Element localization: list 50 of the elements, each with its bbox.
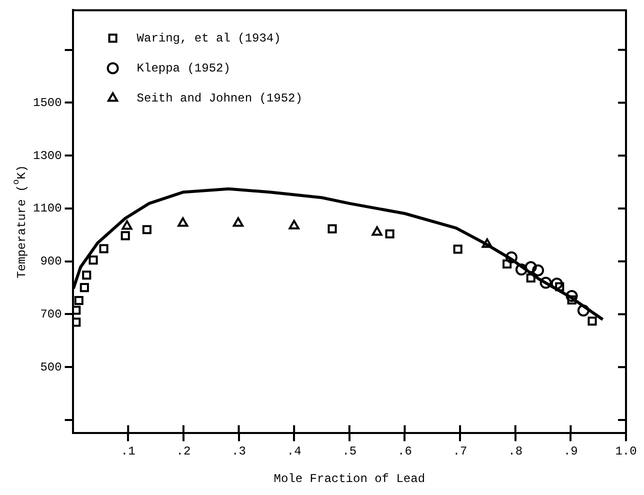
x-tick-label: .5: [342, 444, 357, 459]
legend-label: Waring, et al (1934): [136, 31, 281, 46]
y-tick-label: 900: [40, 254, 62, 269]
point: [122, 220, 132, 230]
y-tick-label: 500: [40, 360, 62, 374]
point: [80, 282, 89, 292]
x-tick-label: .7: [452, 444, 468, 459]
point: [120, 231, 130, 240]
point: [566, 290, 578, 302]
point: [502, 259, 512, 269]
y-tick-label: 1500: [32, 96, 62, 110]
x-tick-label: .2: [176, 444, 191, 459]
legend-label: Seith and Johnen (1952): [136, 91, 302, 106]
point: [99, 244, 108, 254]
x-tick-label: 1.0: [615, 444, 637, 459]
point: [372, 226, 382, 236]
y-tick-label: 700: [40, 307, 62, 322]
point: [178, 217, 188, 227]
point: [82, 270, 92, 280]
point: [524, 261, 537, 274]
point: [385, 229, 394, 238]
point: [550, 278, 563, 290]
x-tick-label: .8: [508, 444, 523, 459]
point: [540, 276, 552, 289]
point: [526, 273, 536, 283]
y-tick-label: 1100: [32, 202, 62, 216]
y-axis-title: Temperature (oK): [11, 164, 30, 278]
point: [328, 224, 337, 234]
x-tick-label: .4: [286, 444, 302, 459]
point: [453, 244, 462, 254]
point: [505, 251, 518, 264]
x-axis-title: Mole Fraction of Lead: [274, 472, 426, 486]
x-tick-label: .1: [120, 444, 136, 459]
point: [588, 316, 597, 326]
point: [88, 256, 98, 265]
point: [482, 238, 492, 248]
y-tick-label: 1300: [32, 148, 62, 163]
x-tick-label: .6: [398, 444, 412, 459]
point: [515, 264, 528, 276]
point: [567, 295, 576, 304]
point: [142, 225, 152, 234]
x-tick-label: .9: [563, 444, 578, 459]
legend-label: Kleppa (1952): [136, 61, 230, 76]
point: [532, 264, 544, 276]
point: [232, 217, 244, 227]
point: [74, 296, 84, 306]
point: [288, 220, 300, 230]
point: [577, 304, 590, 317]
point: [555, 282, 564, 292]
x-tick-label: .3: [232, 444, 246, 459]
